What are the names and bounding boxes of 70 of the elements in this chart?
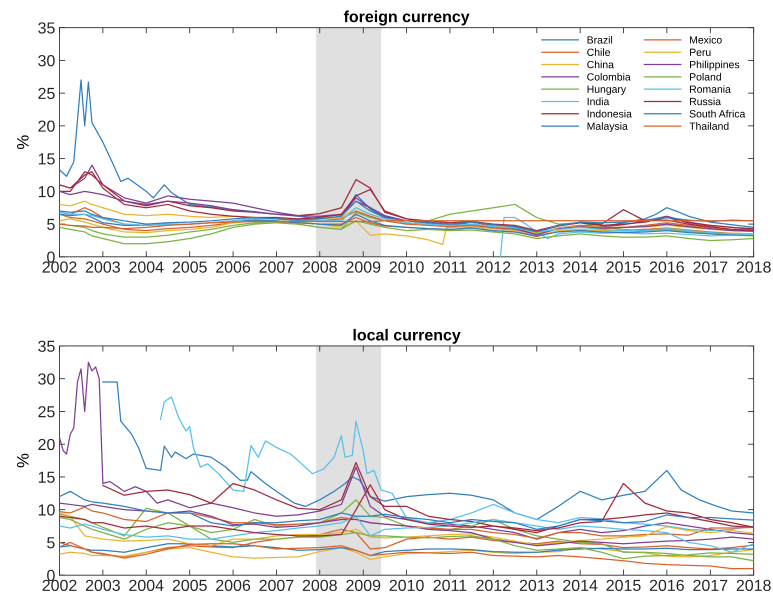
y-tick-label: 20	[38, 120, 55, 132]
legend-label: Indonesia	[588, 110, 632, 118]
legend-label: Thailand	[689, 122, 728, 130]
y-tick-label: 15	[38, 153, 55, 165]
x-tick-label: 2006	[216, 580, 250, 592]
x-tick-label: 2010	[390, 580, 424, 592]
y-tick-label: 0	[47, 570, 55, 582]
x-tick-label: 2009	[346, 261, 380, 273]
chart-title: foreign currency	[344, 10, 470, 26]
legend-label: Romania	[690, 85, 731, 93]
x-tick-label: 2014	[563, 580, 598, 592]
legend-label: Mexico	[690, 36, 722, 44]
legend-label: Brazil	[588, 36, 612, 44]
x-tick-label: 2002	[42, 580, 76, 592]
legend-label: Chile	[587, 48, 610, 56]
x-tick-label: 2002	[42, 261, 76, 273]
legend-label: Russia	[690, 98, 722, 106]
legend-label: Colombia	[587, 72, 631, 81]
x-tick-label: 2014	[563, 261, 598, 273]
x-tick-label: 2018	[736, 580, 771, 592]
chart-title: local currency	[354, 328, 461, 344]
legend-label: South Africa	[690, 110, 746, 118]
x-tick-label: 2007	[259, 261, 294, 273]
x-tick-label: 2012	[476, 580, 510, 592]
y-tick-label: 5	[47, 218, 55, 230]
y-tick-label: 25	[38, 88, 55, 100]
y-tick-label: 35	[38, 340, 55, 352]
x-tick-label: 2011	[434, 261, 466, 273]
x-tick-label: 2007	[259, 580, 294, 592]
y-tick-label: 10	[38, 186, 55, 198]
x-tick-label: 2015	[606, 261, 641, 273]
y-axis-title: %	[17, 454, 29, 468]
y-tick-label: 30	[38, 55, 55, 66]
x-tick-label: 2017	[693, 580, 728, 592]
x-tick-label: 2006	[216, 261, 250, 273]
x-tick-label: 2005	[172, 580, 207, 592]
x-tick-label: 2004	[129, 261, 164, 273]
y-tick-label: 20	[38, 438, 55, 450]
x-tick-label: 2013	[520, 261, 554, 273]
legend-label: Peru	[690, 48, 710, 56]
y-tick-label: 35	[38, 22, 55, 34]
x-tick-label: 2003	[86, 261, 120, 273]
y-axis-title: %	[17, 135, 29, 150]
x-tick-label: 2016	[650, 580, 684, 592]
legend-label: Hungary	[588, 86, 626, 95]
x-tick-label: 2018	[736, 261, 771, 273]
x-tick-label: 2013	[520, 580, 554, 592]
x-tick-label: 2016	[650, 261, 684, 273]
x-tick-label: 2010	[390, 261, 424, 273]
y-tick-label: 5	[47, 537, 55, 548]
x-tick-label: 2017	[693, 261, 728, 273]
x-tick-label: 2015	[606, 580, 641, 592]
legend-label: Philippines	[690, 60, 740, 70]
x-tick-label: 2009	[346, 580, 380, 592]
legend-label: Poland	[690, 72, 721, 81]
y-tick-label: 10	[38, 504, 55, 516]
x-tick-label: 2008	[302, 580, 337, 592]
x-tick-label: 2003	[86, 580, 120, 592]
legend-label: China	[587, 60, 614, 68]
y-tick-label: 15	[38, 472, 55, 483]
y-tick-label: 25	[38, 406, 55, 418]
x-tick-label: 2005	[172, 261, 207, 273]
y-tick-label: 0	[47, 251, 55, 263]
legend-label: India	[588, 98, 610, 106]
x-tick-label: 2012	[476, 261, 510, 273]
x-tick-label: 2008	[302, 261, 337, 273]
y-tick-label: 30	[38, 373, 55, 385]
x-tick-label: 2004	[129, 580, 164, 592]
legend-label: Malaysia	[588, 122, 628, 132]
x-tick-label: 2011	[434, 580, 466, 592]
